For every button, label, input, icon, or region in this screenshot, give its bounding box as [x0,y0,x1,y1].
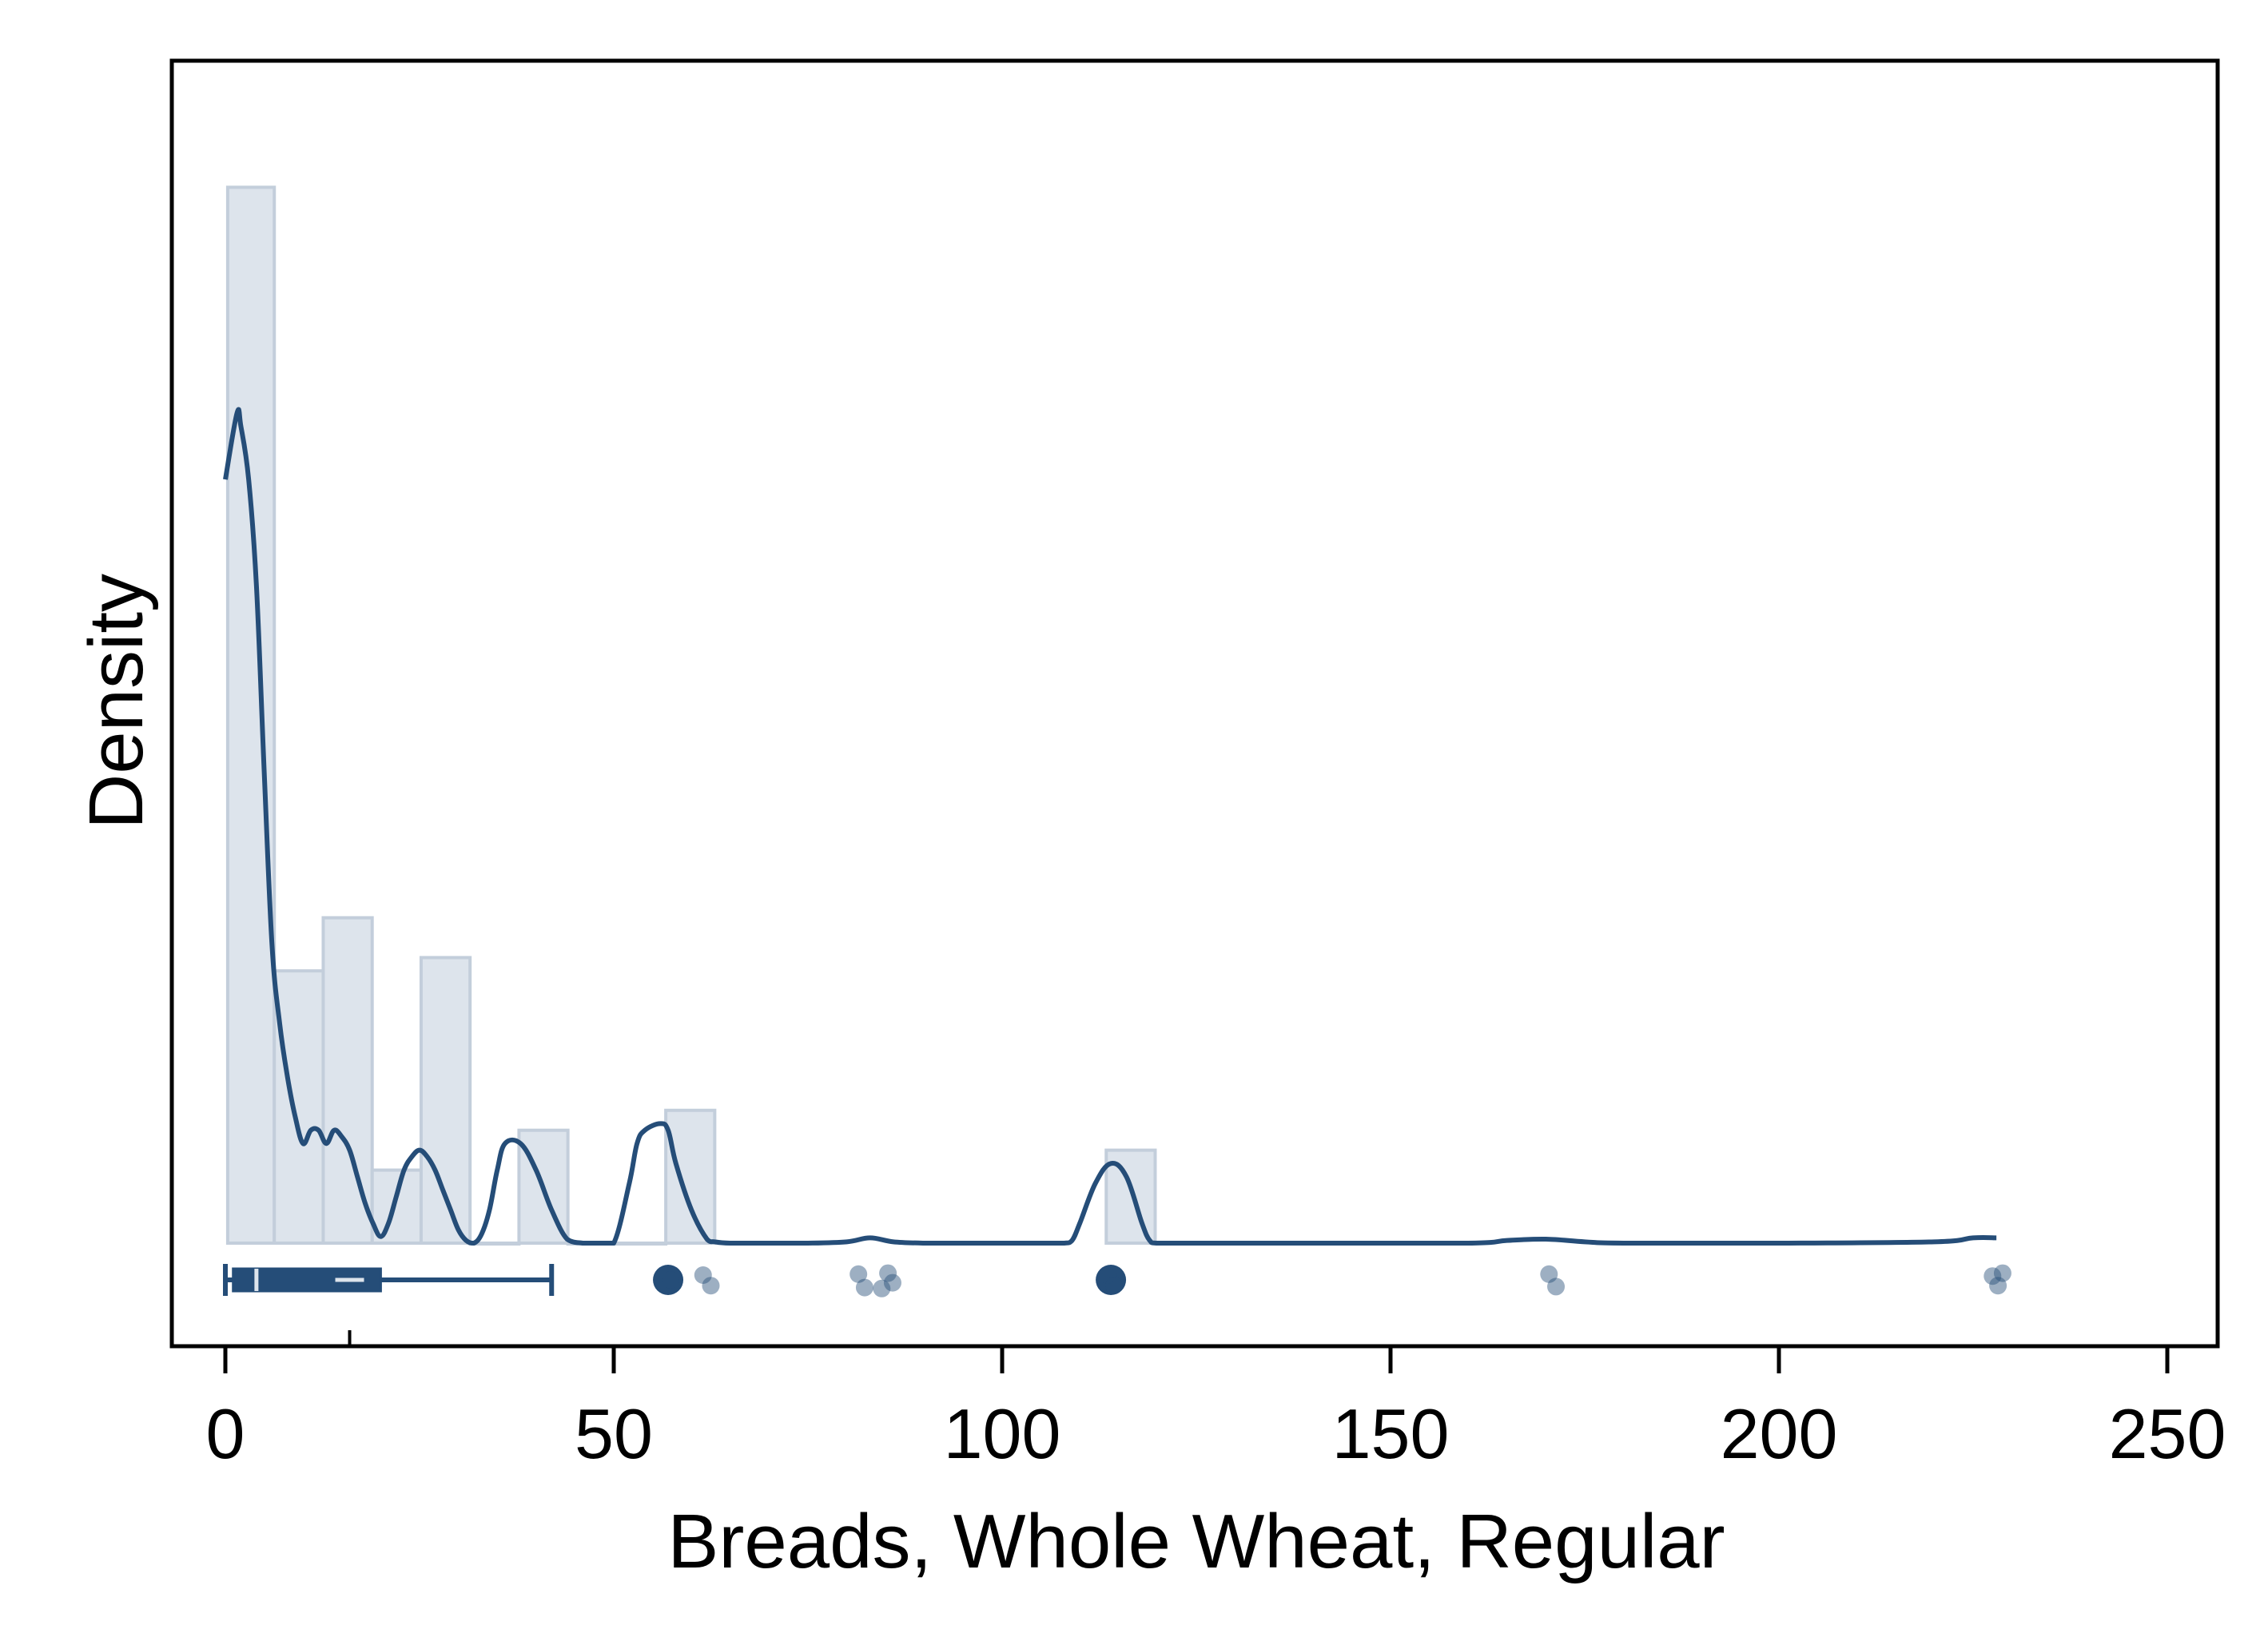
plot-frame [169,58,2220,1349]
jitter-point [1099,1266,1117,1284]
jitter-point [1984,1267,2002,1285]
jitter-point [694,1266,712,1284]
histogram-bars [225,185,1157,1246]
histogram-bar [321,916,374,1245]
density-curve [223,407,1997,1246]
jitter-point [1540,1265,1558,1283]
jitter-point [1993,1264,2011,1282]
jitter-point [1104,1277,1123,1295]
outlier-point [1096,1265,1127,1295]
jitter-point [855,1278,873,1297]
jitter-points-layer [661,1264,2011,1297]
outlier-point [653,1265,684,1295]
histogram-bar [273,969,325,1245]
x-tick-label: 250 [2109,1394,2226,1473]
boxplot-layer [223,1264,1127,1296]
x-tick-label: 0 [206,1394,245,1473]
jitter-point [1547,1277,1566,1296]
x-tick-label: 50 [575,1394,653,1473]
jitter-point [850,1265,868,1283]
jitter-point [702,1277,720,1295]
jitter-point [879,1264,897,1282]
histogram-bar [370,1168,423,1245]
histogram-bar [664,1108,717,1245]
histogram-bar [615,1242,668,1246]
jitter-point [661,1271,679,1289]
x-axis-ticks: 0 50 100 150 200 250 [206,1330,2226,1473]
jitter-point [873,1279,891,1297]
density-curve-layer [223,407,1997,1246]
jitter-point [883,1274,901,1292]
x-tick-label: 150 [1332,1394,1450,1473]
x-tick-label: 200 [1721,1394,1838,1473]
y-axis-title: Density [74,574,159,829]
histogram-bar [225,185,277,1245]
x-axis-title: Breads, Whole Wheat, Regular [667,1499,1725,1584]
jitter-point [1989,1277,2007,1295]
x-tick-label: 100 [944,1394,1061,1473]
